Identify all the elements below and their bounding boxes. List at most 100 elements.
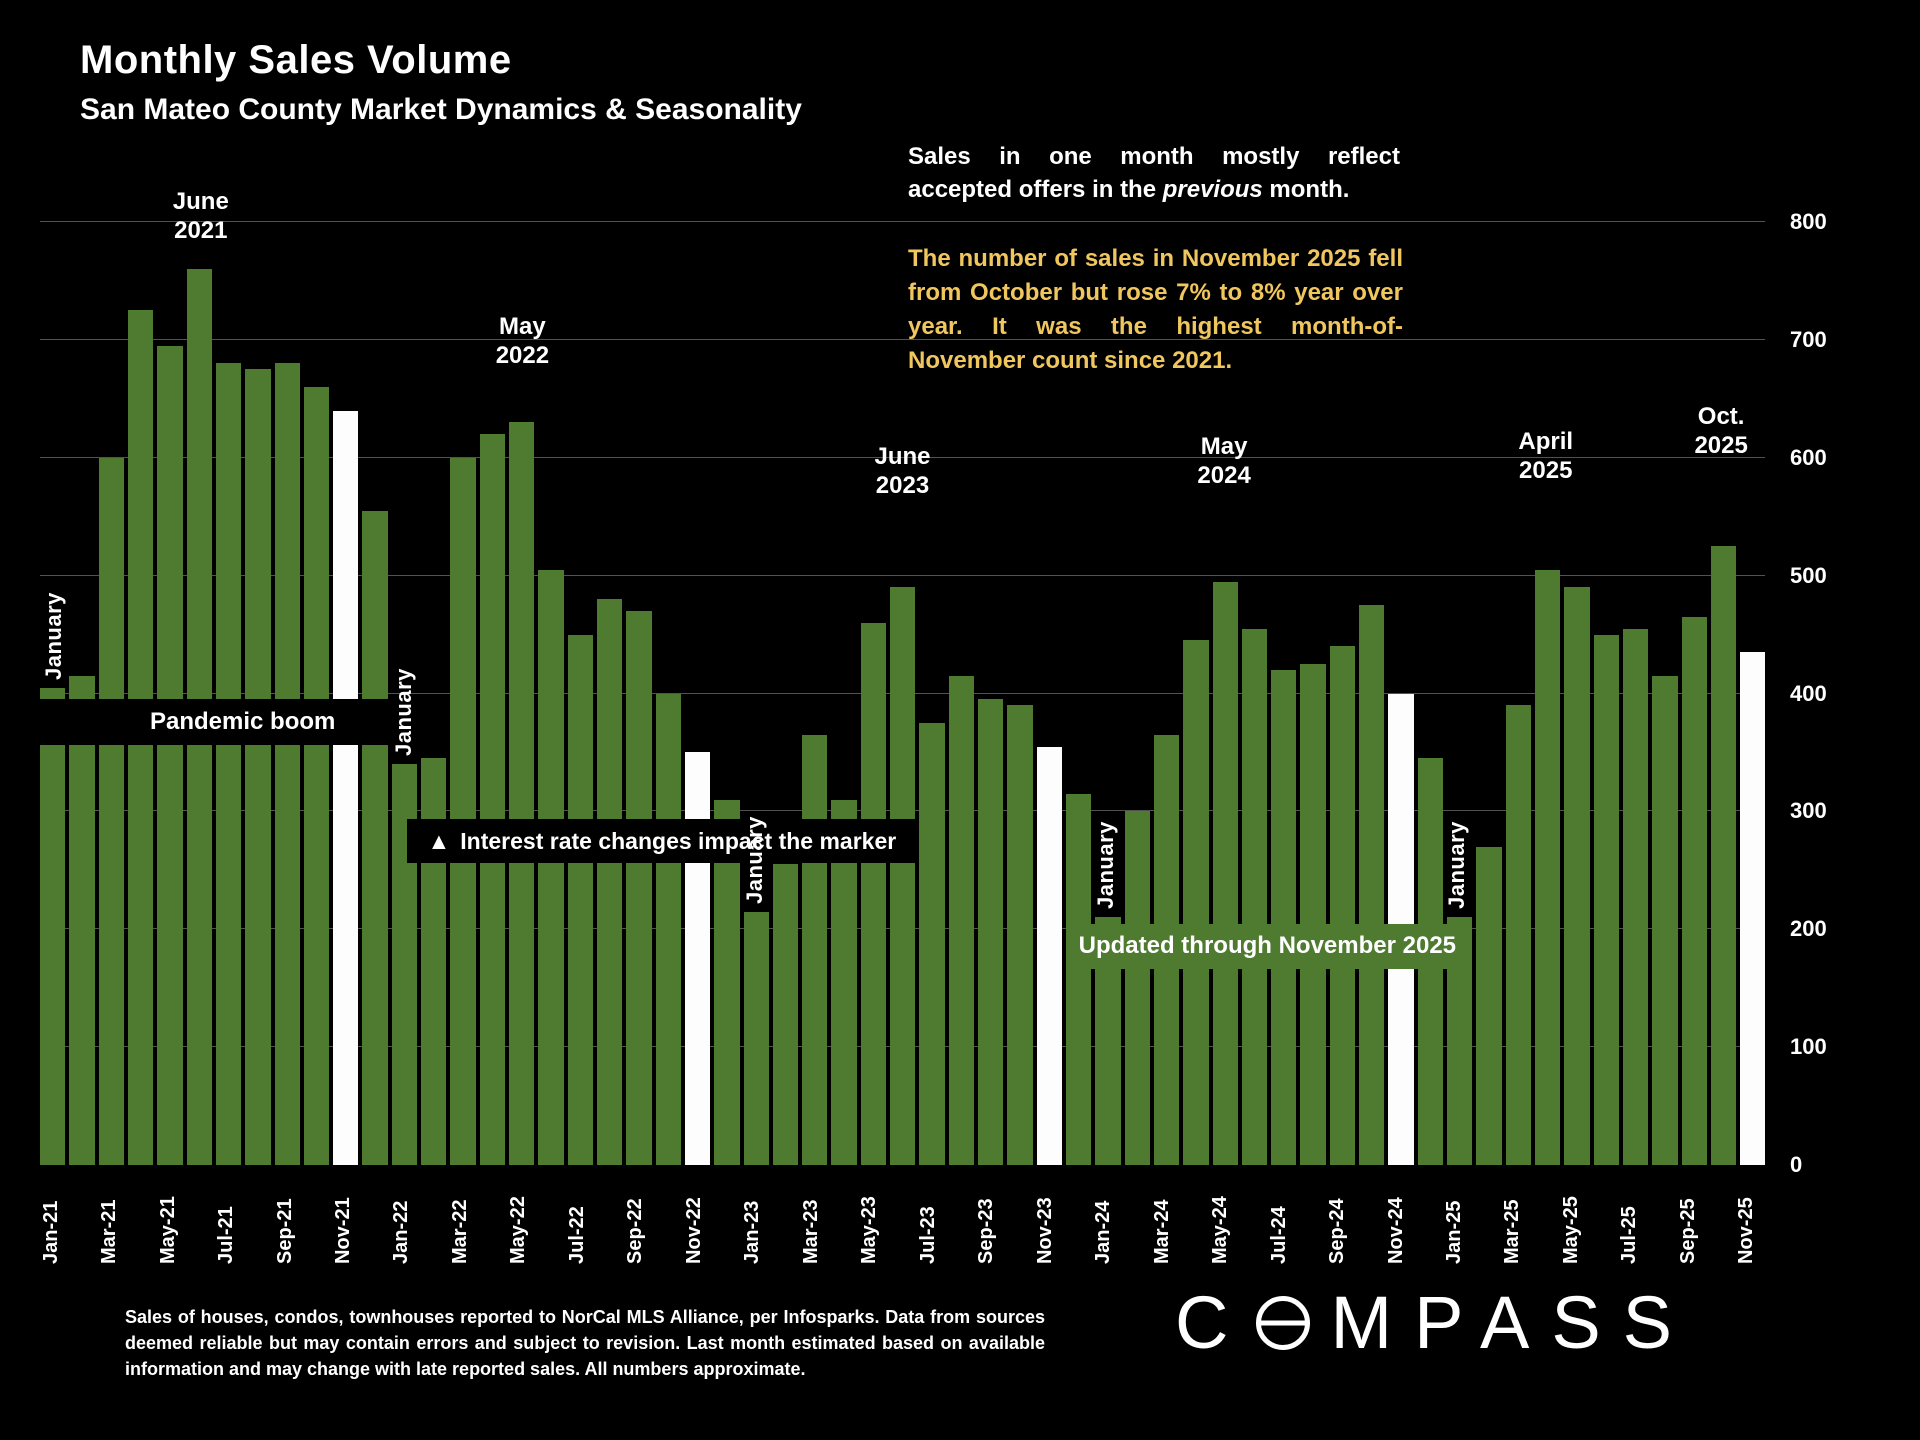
x-tick-Sep-21: Sep-21 [273,1198,296,1264]
disclaimer-text: Sales of houses, condos, townhouses repo… [125,1307,1045,1379]
bar-Jun-22 [538,569,564,1165]
bar-May-22 [509,422,535,1165]
bar-Nov-22 [684,752,711,1165]
interest-rate-label: ▲ Interest rate changes impact the marker [407,819,917,864]
bar-Dec-21 [362,510,388,1165]
y-tick-100: 100 [1790,1034,1827,1060]
compass-o-icon [1256,1295,1311,1350]
x-tick-Mar-22: Mar-22 [448,1199,471,1264]
bar-Sep-21 [274,363,300,1165]
bar-Jul-22 [567,634,593,1165]
bar-Sep-25 [1681,616,1707,1165]
y-tick-500: 500 [1790,562,1827,588]
x-tick-Jul-23: Jul-23 [916,1206,939,1264]
note-offers-part1: Sales in one month mostly reflect accept… [908,143,1400,203]
triangle-up-icon: ▲ [427,827,451,854]
bar-Mar-25 [1505,705,1531,1165]
y-tick-200: 200 [1790,916,1827,942]
x-tick-May-24: May-24 [1209,1196,1232,1264]
plot-area: Pandemic boom ▲ Interest rate changes imp… [40,188,1766,1165]
x-tick-Jan-21: Jan-21 [39,1200,62,1264]
y-tick-400: 400 [1790,680,1827,706]
bar-Oct-24 [1359,605,1385,1165]
gridline-800 [40,221,1765,222]
bar-May-21 [157,345,183,1165]
bar-May-25 [1564,587,1590,1165]
x-tick-Nov-21: Nov-21 [331,1197,354,1264]
y-tick-600: 600 [1790,444,1827,470]
note-offers-part2: month. [1262,176,1350,203]
bar-Jun-24 [1241,628,1268,1165]
y-tick-0: 0 [1790,1152,1803,1177]
bar-Nov-21 [333,410,359,1165]
bar-Jul-21 [215,363,242,1165]
bar-Jan-21 [40,687,66,1165]
bar-Oct-25 [1710,546,1737,1165]
y-axis: 0 100 200 300 400 500 600 700 800 [1786,209,1876,1177]
bar-Apr-25 [1534,569,1561,1165]
x-tick-Jan-22: Jan-22 [390,1200,413,1264]
bar-Aug-22 [596,599,623,1165]
x-tick-Nov-24: Nov-24 [1384,1197,1407,1264]
bar-Sep-22 [626,611,652,1165]
bar-May-23 [860,622,887,1165]
bar-Jul-25 [1622,628,1649,1165]
bar-Jan-23 [743,911,769,1165]
bar-Jun-25 [1593,634,1619,1165]
bar-Jul-24 [1271,669,1297,1165]
bar-Aug-24 [1300,664,1326,1165]
x-tick-Sep-24: Sep-24 [1326,1198,1349,1264]
x-tick-Jul-21: Jul-21 [215,1206,238,1264]
bar-Feb-21 [69,675,95,1165]
bar-May-24 [1212,581,1238,1165]
bar-Mar-23 [802,734,828,1165]
x-tick-Nov-23: Nov-23 [1033,1197,1056,1264]
bar-Sep-23 [978,699,1004,1165]
bar-Jun-23 [890,587,916,1165]
x-tick-Mar-21: Mar-21 [98,1199,121,1264]
x-tick-Nov-22: Nov-22 [682,1197,705,1264]
bar-Apr-24 [1183,640,1209,1165]
compass-logo-c: C [1175,1281,1251,1364]
pandemic-boom-label: Pandemic boom [40,699,446,746]
bar-Oct-22 [655,693,681,1165]
page-title: Monthly Sales Volume [80,38,512,82]
bar-Oct-21 [303,387,330,1165]
x-tick-Jul-24: Jul-24 [1267,1206,1290,1264]
y-tick-800: 800 [1790,209,1827,234]
x-tick-Mar-24: Mar-24 [1150,1199,1173,1264]
interest-rate-text: Interest rate changes impact the marker [460,827,897,854]
x-tick-May-21: May-21 [156,1196,179,1264]
gridline-500 [40,574,1765,576]
bar-Jul-23 [919,722,945,1165]
page-subtitle: San Mateo County Market Dynamics & Seaso… [80,93,802,126]
x-axis: Jan-21 Mar-21 May-21 Jul-21 Sep-21 Nov-21 Jan-… [40,1168,1765,1268]
x-tick-May-25: May-25 [1559,1196,1582,1264]
bar-Oct-23 [1007,705,1033,1165]
bar-Feb-25 [1476,846,1502,1165]
bars [40,222,1766,1165]
bar-Mar-22 [450,457,476,1165]
compass-logo: C MPASS [1175,1280,1694,1365]
bar-Aug-25 [1652,675,1678,1165]
x-tick-Nov-25: Nov-25 [1735,1197,1758,1264]
x-tick-Jul-22: Jul-22 [565,1206,588,1264]
bar-Feb-24 [1124,811,1150,1165]
x-tick-Jan-25: Jan-25 [1443,1200,1465,1264]
y-tick-300: 300 [1790,798,1827,824]
bar-Mar-21 [98,457,124,1165]
gridline-700 [40,338,1765,340]
bar-Sep-24 [1329,646,1356,1165]
gridline-600 [40,456,1765,458]
bar-Dec-23 [1065,793,1092,1165]
bar-Aug-23 [948,675,974,1165]
x-tick-Sep-22: Sep-22 [624,1198,647,1264]
x-tick-Mar-23: Mar-23 [799,1199,822,1264]
y-tick-700: 700 [1790,326,1827,352]
compass-logo-rest: MPASS [1330,1281,1695,1364]
bar-Nov-25 [1740,652,1766,1165]
note-offers-timing: Sales in one month mostly reflect accept… [908,140,1400,206]
x-tick-Mar-25: Mar-25 [1501,1199,1524,1264]
x-tick-Jul-25: Jul-25 [1618,1206,1641,1264]
note-offers-italic: previous [1162,176,1263,203]
